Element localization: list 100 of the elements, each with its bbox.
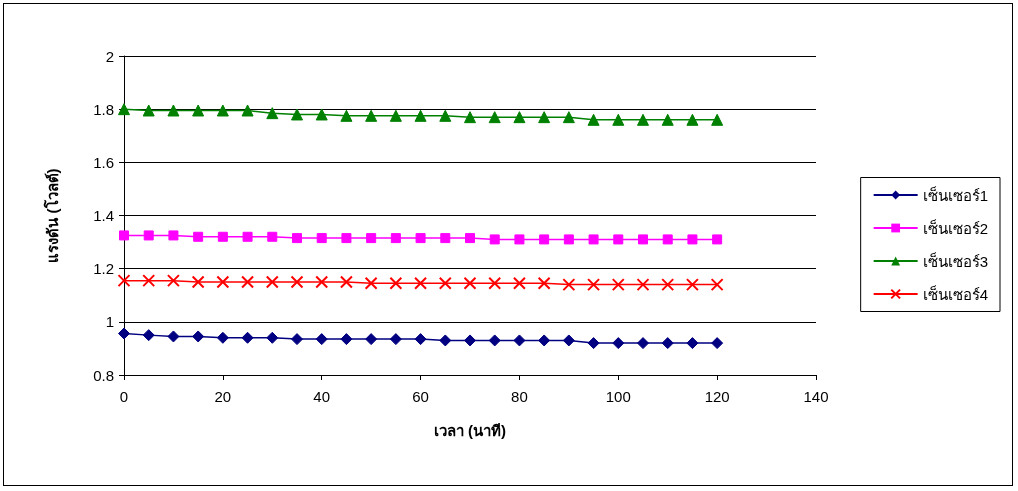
x-tick-label: 140: [803, 388, 829, 405]
point: [192, 104, 205, 117]
point: [513, 111, 526, 124]
legend-label: เซ็นเซอร์1: [922, 185, 988, 204]
point: [638, 234, 648, 245]
point: [192, 330, 205, 343]
point: [316, 233, 327, 244]
point: [587, 278, 601, 292]
point: [267, 231, 278, 242]
point: [512, 276, 526, 290]
x-tick-label: 0: [119, 388, 129, 405]
point: [341, 233, 352, 244]
x-tick-label: 80: [511, 388, 528, 405]
point: [166, 274, 180, 288]
point: [538, 111, 551, 124]
x-tick-label: 20: [214, 388, 232, 405]
point: [142, 104, 155, 117]
y-tick-label: 2: [105, 47, 114, 65]
point: [488, 276, 502, 290]
point: [661, 337, 674, 350]
point: [291, 108, 303, 121]
point: [562, 334, 575, 347]
point: [415, 233, 426, 244]
point: [390, 233, 401, 244]
point: [216, 275, 230, 289]
x-tick-label: 60: [412, 388, 429, 405]
point: [637, 337, 649, 350]
point: [241, 275, 255, 289]
point: [612, 337, 625, 350]
point: [439, 109, 452, 122]
point: [710, 278, 724, 292]
point: [662, 234, 673, 245]
y-tick-label: 1.2: [93, 260, 114, 278]
point: [612, 113, 625, 126]
point: [167, 330, 180, 343]
point: [464, 111, 476, 124]
point: [216, 331, 229, 344]
point: [365, 333, 378, 346]
point: [685, 278, 699, 292]
point: [292, 233, 302, 244]
point: [636, 278, 650, 292]
point: [340, 333, 353, 346]
point: [389, 109, 402, 122]
point: [241, 331, 254, 344]
point: [513, 334, 526, 347]
point: [463, 276, 477, 290]
y-tick-label: 1.4: [93, 207, 114, 224]
point: [242, 231, 253, 242]
point: [488, 111, 501, 124]
point: [439, 334, 452, 347]
point: [389, 333, 402, 346]
point: [143, 230, 154, 241]
point: [562, 278, 576, 292]
point: [118, 103, 130, 116]
x-tick-label: 40: [313, 388, 331, 405]
point: [563, 234, 574, 245]
point: [464, 334, 476, 347]
point: [587, 113, 600, 126]
y-tick-label: 1: [105, 313, 114, 331]
point: [488, 334, 501, 347]
legend-label: เซ็นเซอร์4: [922, 284, 988, 303]
y-tick-label: 0.8: [93, 366, 114, 384]
point: [687, 234, 698, 245]
point: [241, 104, 254, 117]
point: [414, 109, 427, 122]
point: [117, 274, 131, 288]
point: [562, 111, 575, 124]
point: [613, 234, 624, 245]
point: [661, 278, 675, 292]
point: [315, 333, 328, 346]
point: [217, 231, 228, 242]
point: [118, 327, 130, 340]
x-tick-label: 100: [605, 388, 631, 405]
point: [315, 108, 328, 121]
y-axis-title: แรงดัน (โวลต์): [43, 168, 61, 263]
point: [686, 113, 699, 126]
point: [366, 233, 377, 244]
point: [142, 274, 156, 288]
point: [340, 109, 353, 122]
point: [686, 337, 699, 350]
point: [389, 276, 403, 290]
point: [266, 107, 279, 120]
point: [414, 333, 427, 346]
point: [712, 234, 723, 245]
point: [119, 230, 129, 241]
y-tick-label: 1.6: [93, 153, 114, 171]
point: [438, 276, 452, 290]
point: [191, 275, 205, 289]
point: [465, 233, 475, 244]
legend-label: เซ็นเซอร์2: [922, 218, 988, 237]
point: [414, 276, 428, 290]
x-tick-label: 120: [704, 388, 730, 405]
point: [216, 104, 229, 117]
point: [315, 275, 329, 289]
point: [168, 230, 179, 241]
point: [489, 234, 500, 245]
point: [339, 275, 353, 289]
point: [537, 276, 551, 290]
point: [142, 329, 155, 342]
legend-label: เซ็นเซอร์3: [922, 251, 988, 270]
